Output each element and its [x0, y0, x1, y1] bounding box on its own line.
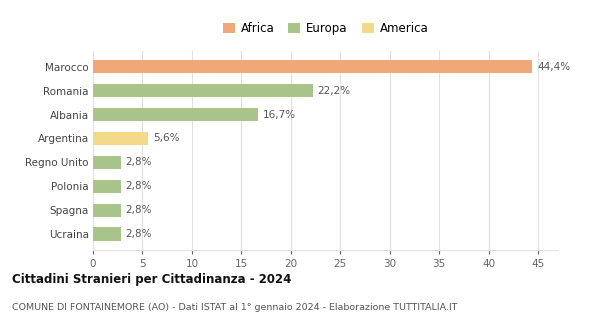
Text: 2,8%: 2,8% [125, 181, 152, 191]
Text: COMUNE DI FONTAINEMORE (AO) - Dati ISTAT al 1° gennaio 2024 - Elaborazione TUTTI: COMUNE DI FONTAINEMORE (AO) - Dati ISTAT… [12, 303, 458, 312]
Bar [93, 204, 121, 217]
Text: 2,8%: 2,8% [125, 229, 152, 239]
Text: 44,4%: 44,4% [537, 62, 571, 72]
Text: 22,2%: 22,2% [317, 86, 351, 96]
Text: Cittadini Stranieri per Cittadinanza - 2024: Cittadini Stranieri per Cittadinanza - 2… [12, 273, 292, 286]
Bar [93, 108, 258, 121]
Legend: Africa, Europa, America: Africa, Europa, America [220, 20, 431, 37]
Bar [93, 84, 313, 97]
Bar [93, 60, 532, 73]
Text: 16,7%: 16,7% [263, 109, 296, 120]
Text: 5,6%: 5,6% [154, 133, 180, 143]
Text: 2,8%: 2,8% [125, 205, 152, 215]
Bar [93, 228, 121, 241]
Bar [93, 156, 121, 169]
Bar [93, 132, 148, 145]
Bar [93, 180, 121, 193]
Text: 2,8%: 2,8% [125, 157, 152, 167]
